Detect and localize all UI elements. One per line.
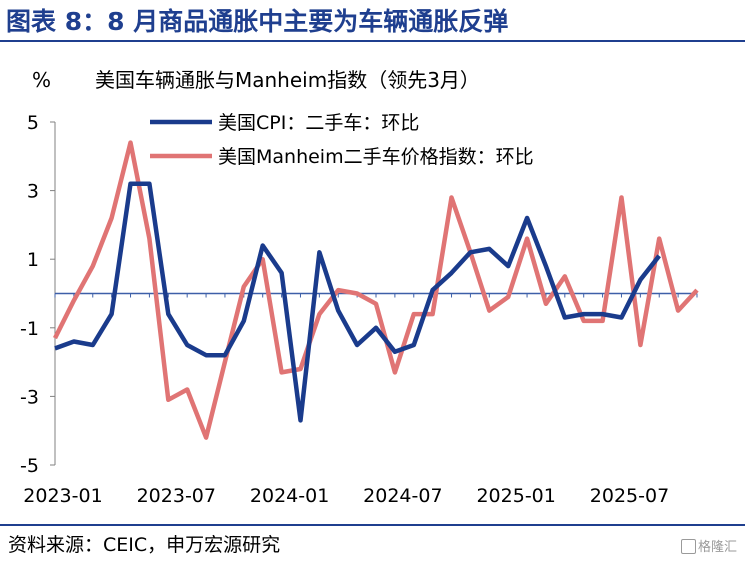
watermark-logo-icon xyxy=(680,539,696,554)
y-tick-label: 1 xyxy=(27,249,39,271)
source-note: 资料来源：CEIC，申万宏源研究 xyxy=(8,534,281,556)
series-line-cpi xyxy=(54,181,661,423)
y-tick-label: -3 xyxy=(20,386,39,408)
legend-label-manheim: 美国Manheim二手车价格指数：环比 xyxy=(218,146,534,168)
y-tick-label: -1 xyxy=(20,318,39,340)
figure-title: 图表 8：8 月商品通胀中主要为车辆通胀反弹 xyxy=(6,7,509,36)
y-tick-label: -5 xyxy=(20,455,39,477)
chart-title: 美国车辆通胀与Manheim指数（领先3月） xyxy=(95,68,480,92)
title-rule xyxy=(0,40,745,42)
series-line-manheim xyxy=(52,140,699,440)
y-axis-unit: % xyxy=(32,68,51,92)
x-tick-label: 2024-07 xyxy=(363,485,442,507)
x-tick-label: 2023-01 xyxy=(23,485,102,507)
x-tick-label: 2024-01 xyxy=(250,485,329,507)
y-tick-label: 5 xyxy=(27,112,39,134)
x-tick-label: 2025-01 xyxy=(476,485,555,507)
y-tick-label: 3 xyxy=(27,181,39,203)
watermark-text: 格隆汇 xyxy=(697,540,737,555)
x-tick-label: 2023-07 xyxy=(137,485,216,507)
x-tick-label: 2025-07 xyxy=(590,485,669,507)
watermark: 格隆汇 xyxy=(680,536,737,555)
source-rule xyxy=(0,524,745,526)
legend-label-cpi: 美国CPI：二手车：环比 xyxy=(218,112,419,134)
